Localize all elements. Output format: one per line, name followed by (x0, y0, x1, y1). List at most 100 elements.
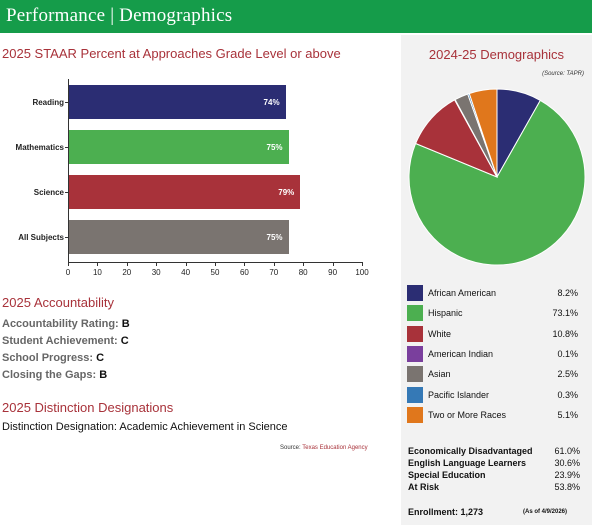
legend-row: Pacific Islander 0.3% (407, 386, 586, 403)
x-tick-label: 60 (239, 268, 249, 277)
stat-row: Economically Disadvantaged 61.0% (408, 446, 580, 456)
x-tick (215, 262, 216, 266)
x-tick-label: 20 (122, 268, 132, 277)
bar-value-label: 75% (266, 233, 283, 242)
staar-bar-chart: Reading 74% Mathematics 75% Science 79% All Su… (0, 71, 400, 321)
legend-row: White 10.8% (407, 325, 586, 342)
enrollment-text: Enrollment: 1,273 (408, 507, 484, 517)
x-tick (362, 262, 363, 266)
legend-percent: 2.5% (557, 369, 578, 380)
legend-percent: 5.1% (557, 409, 578, 420)
legend-swatch (407, 386, 423, 403)
bar-category-label: Mathematics (15, 143, 64, 152)
pie-slice (408, 99, 586, 266)
x-tick-label: 40 (181, 268, 191, 277)
bar-value-label: 74% (263, 98, 280, 107)
accountability-row: Closing the Gaps: B (2, 369, 107, 381)
accountability-row: Student Achievement: C (2, 335, 129, 347)
x-tick (68, 262, 69, 266)
tapr-source-note: (Source: TAPR) (542, 71, 584, 77)
legend-name: Pacific Islander (428, 389, 490, 400)
legend-swatch (407, 366, 423, 383)
x-tick (332, 262, 334, 266)
y-tick (65, 192, 68, 193)
stat-value: 23.9% (554, 470, 580, 480)
legend-name: African American (428, 288, 497, 298)
legend-row: American Indian 0.1% (407, 345, 586, 362)
legend-percent: 10.8% (552, 328, 578, 339)
bar (69, 130, 289, 164)
pie-slice (468, 88, 498, 178)
stat-row: English Language Learners 30.6% (408, 458, 580, 468)
legend-name: American Indian (428, 348, 494, 359)
y-tick (65, 237, 68, 238)
bar-category-label: All Subjects (18, 233, 64, 242)
stat-row: Special Education 23.9% (408, 470, 580, 480)
bar-value-label: 75% (266, 143, 283, 152)
legend-swatch (407, 406, 423, 423)
stat-label: Special Education (408, 470, 486, 480)
x-tick (156, 262, 158, 266)
bar-category-label: Science (33, 188, 64, 197)
stat-value: 53.8% (554, 482, 580, 492)
x-tick-label: 0 (65, 268, 71, 277)
x-tick-label: 50 (210, 268, 220, 277)
accountability-label: Closing the Gaps: (2, 369, 100, 381)
accountability-value: C (96, 352, 105, 364)
y-tick (65, 102, 68, 103)
left-column: 2025 STAAR Percent at Approaches Grade L… (0, 33, 400, 532)
x-tick-label: 100 (355, 268, 369, 277)
x-tick (273, 262, 275, 266)
accountability-row: School Progress: C (2, 352, 104, 364)
legend-row: Asian 2.5% (407, 366, 586, 383)
accountability-label: Student Achievement: (2, 335, 121, 347)
legend-percent: 0.3% (557, 389, 578, 400)
legend-name: Two or More Races (428, 409, 507, 420)
legend-percent: 0.1% (557, 348, 578, 359)
as-of-date: (As of 4/9/2026) (523, 509, 568, 515)
legend-percent: 8.2% (557, 288, 578, 298)
accountability-label: School Progress: (2, 352, 97, 364)
accountability-label: Accountability Rating: (2, 318, 122, 330)
y-tick (65, 147, 68, 148)
distinction-text: Distinction Designation: Academic Achiev… (2, 421, 288, 433)
demographics-pie-chart (408, 88, 586, 266)
bar (69, 220, 289, 254)
source-prefix: Source: (280, 445, 303, 451)
demographics-title: 2024-25 Demographics (428, 47, 565, 62)
stat-value: 30.6% (554, 458, 580, 468)
legend-swatch (407, 345, 423, 362)
stat-value: 61.0% (554, 446, 580, 456)
bar-value-label: 79% (278, 188, 295, 197)
x-tick (244, 262, 246, 266)
source-agency-link[interactable]: Texas Education Agency (302, 445, 368, 451)
accountability-value: B (121, 318, 130, 330)
x-tick-label: 70 (269, 268, 279, 277)
legend-swatch (407, 285, 423, 301)
legend-name: White (428, 328, 452, 339)
legend-percent: 73.1% (552, 308, 578, 319)
legend-swatch (407, 305, 423, 322)
page-title: Performance | Demographics (6, 5, 233, 26)
distinctions-heading: 2025 Distinction Designations (2, 400, 174, 415)
accountability-row: Accountability Rating: B (2, 318, 130, 330)
x-tick (185, 262, 187, 266)
stat-label: Economically Disadvantaged (408, 446, 533, 456)
source-note: Source: Texas Education Agency (280, 445, 368, 451)
stat-row: At Risk 53.8% (408, 482, 580, 492)
x-tick (126, 262, 128, 266)
legend-swatch (407, 325, 423, 342)
x-tick-label: 30 (151, 268, 161, 277)
bar (69, 85, 286, 119)
bar-category-label: Reading (32, 98, 64, 107)
accountability-value: C (120, 335, 129, 347)
x-tick-label: 80 (298, 268, 308, 277)
header-bar: Performance | Demographics (0, 0, 592, 33)
legend-name: Asian (428, 369, 451, 380)
legend-row: Two or More Races 5.1% (407, 406, 586, 423)
legend-row: Hispanic 73.1% (407, 305, 586, 322)
x-tick (303, 262, 305, 266)
demographics-panel: 2024-25 Demographics (Source: TAPR) Afri… (401, 35, 592, 525)
y-axis-line (68, 79, 69, 262)
x-tick-label: 90 (328, 268, 338, 277)
